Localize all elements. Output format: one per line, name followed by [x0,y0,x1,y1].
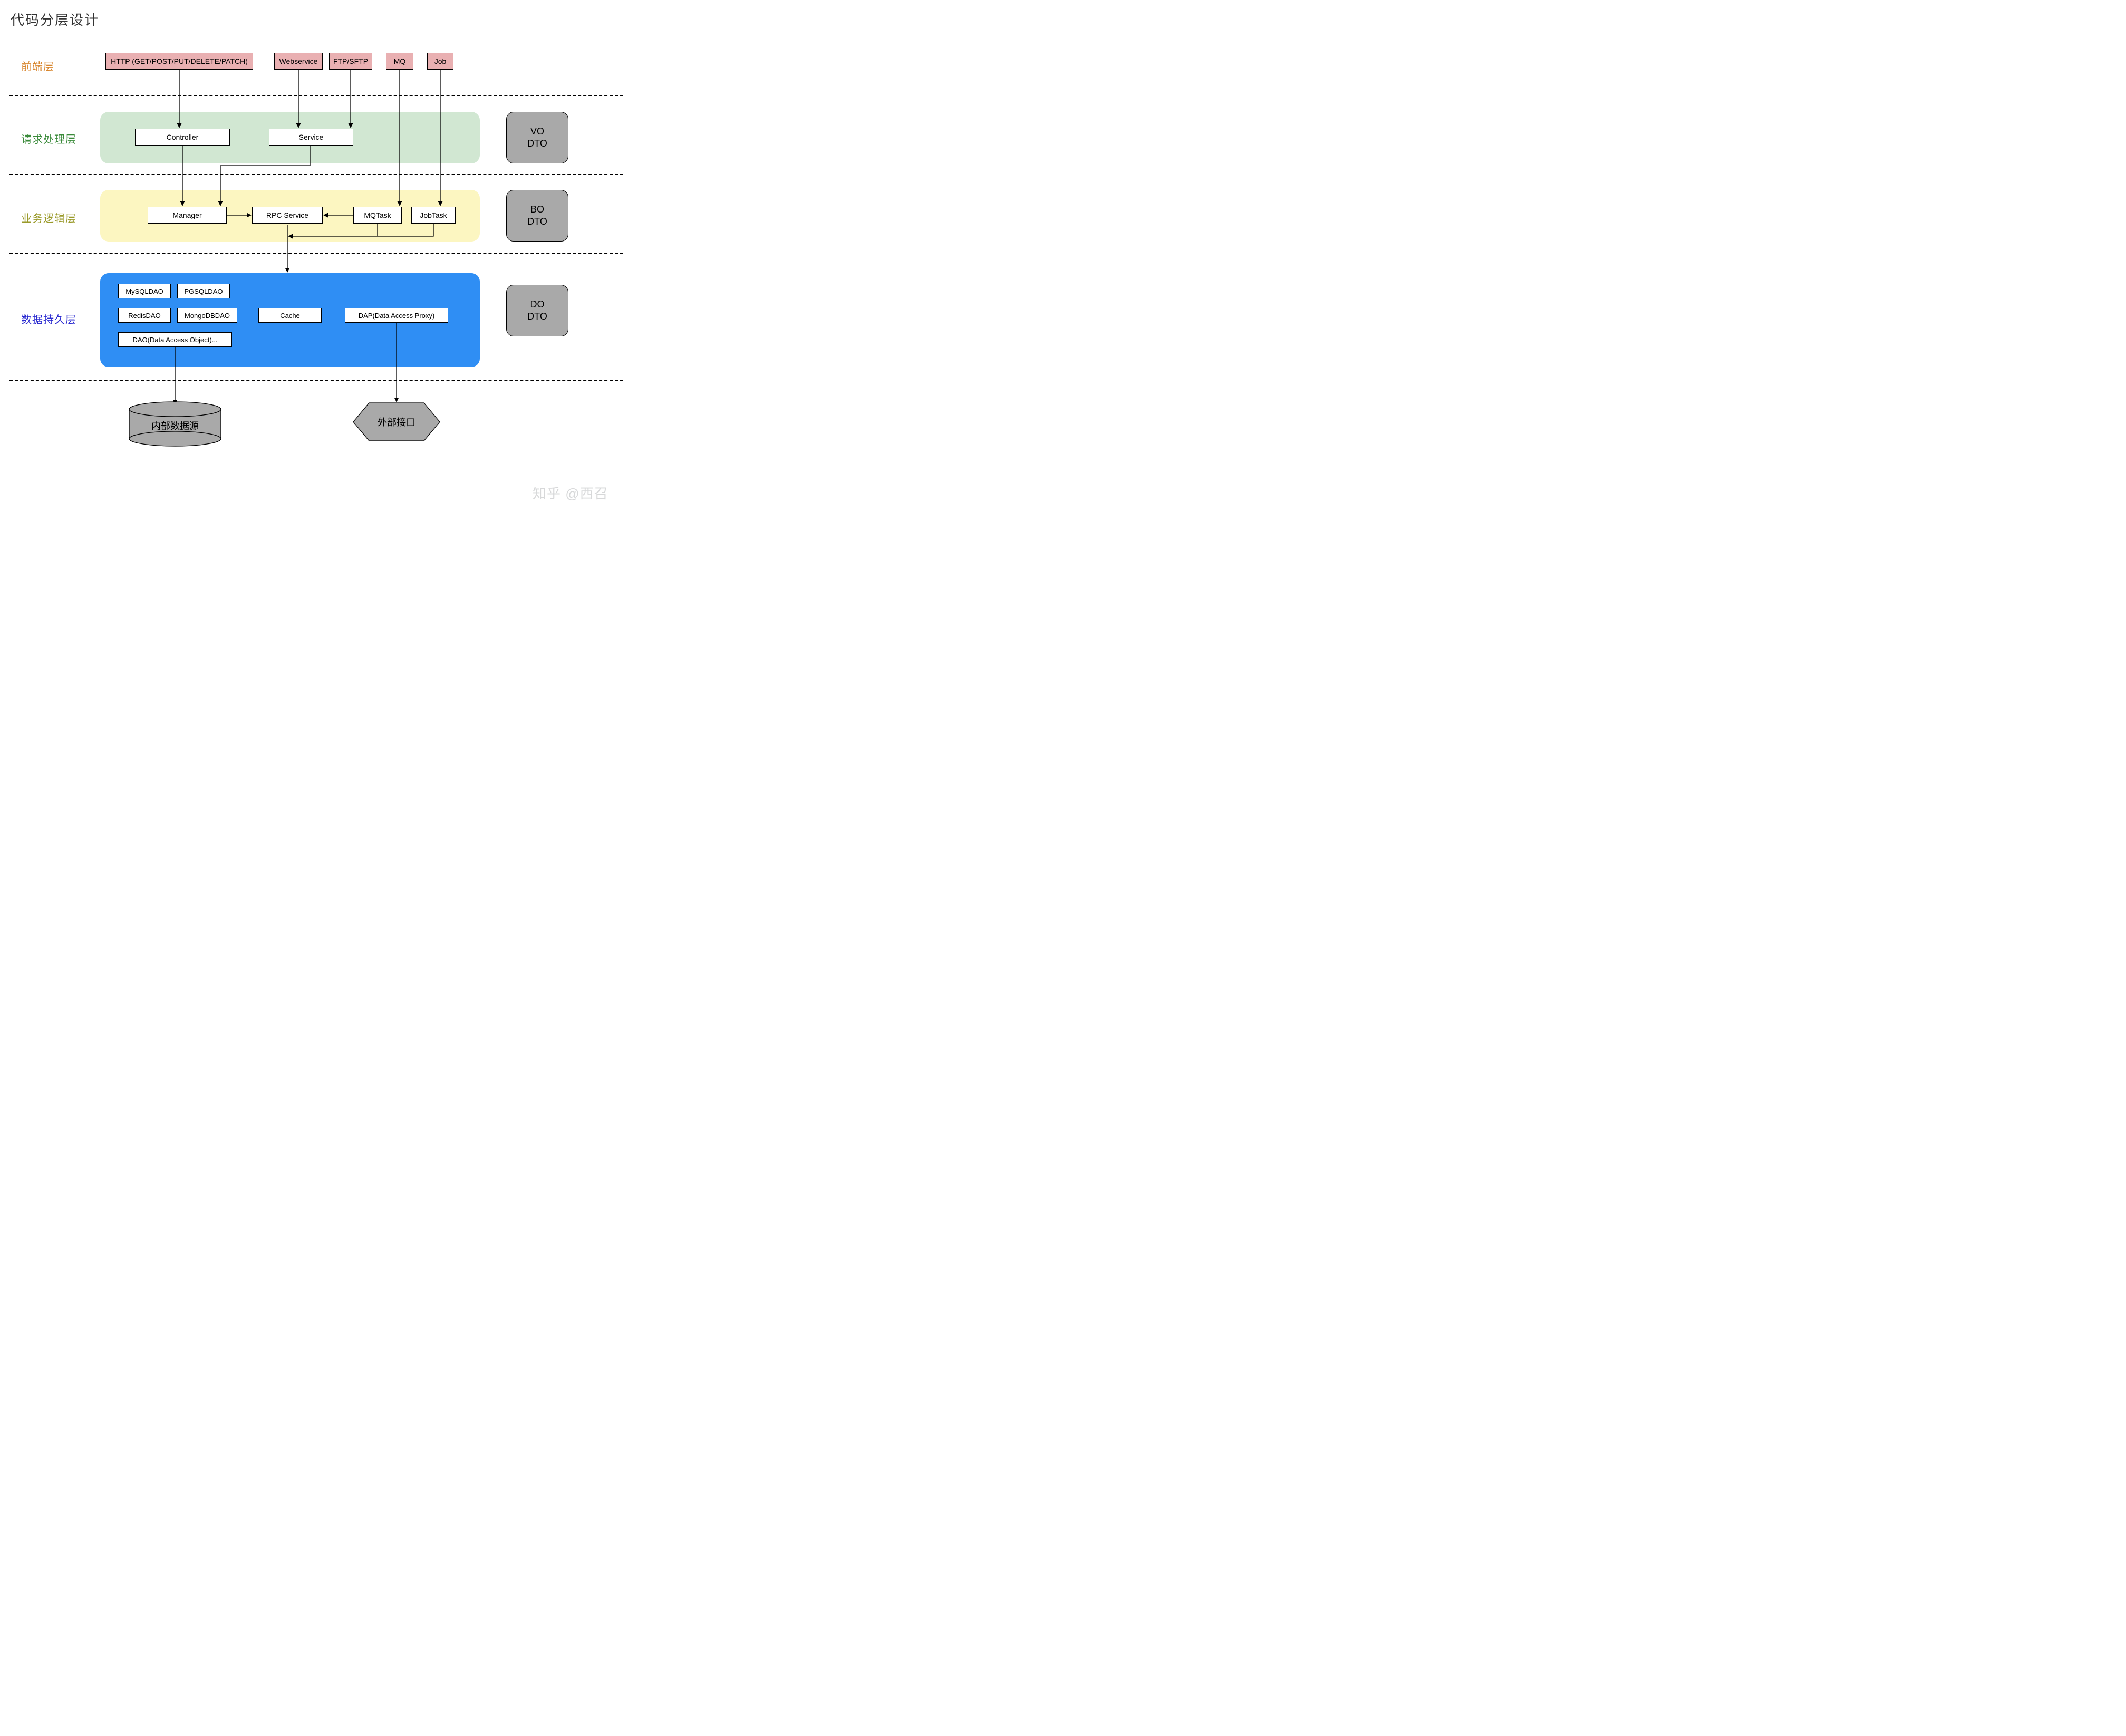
node-jobtask: JobTask [411,207,456,224]
svg-text:外部接口: 外部接口 [378,417,415,428]
diagram-canvas: 代码分层设计 前端层 请求处理层 业务逻辑层 数据持久层 VO DTO BO D… [0,0,633,517]
node-webservice: Webservice [274,53,323,70]
node-http: HTTP (GET/POST/PUT/DELETE/PATCH) [105,53,253,70]
label-business: 业务逻辑层 [21,210,76,225]
sidebox-vo-l2: DTO [527,138,547,150]
watermark: 知乎 @西召 [533,483,608,503]
label-data: 数据持久层 [21,311,76,326]
node-manager: Manager [148,207,227,224]
sep-4 [9,380,623,381]
label-request: 请求处理层 [21,131,76,146]
sidebox-bo-l1: BO [530,204,544,216]
node-mq: MQ [386,53,413,70]
sep-3 [9,253,623,254]
node-service: Service [269,129,353,146]
sidebox-vo-l1: VO [530,126,544,138]
node-mysql: MySQLDAO [118,284,171,298]
sidebox-do-l1: DO [530,298,545,311]
node-mqtask: MQTask [353,207,402,224]
node-rpc: RPC Service [252,207,323,224]
arrows-layer: 内部数据源 外部接口 [0,0,633,517]
node-controller: Controller [135,129,230,146]
node-redis: RedisDAO [118,308,171,323]
sep-1 [9,95,623,96]
node-mongo: MongoDBDAO [177,308,237,323]
node-ftp: FTP/SFTP [329,53,372,70]
label-frontend: 前端层 [21,58,54,73]
node-pgsql: PGSQLDAO [177,284,230,298]
svg-text:内部数据源: 内部数据源 [151,421,199,431]
sidebox-bo-l2: DTO [527,216,547,228]
sidebox-vo: VO DTO [506,112,568,163]
node-dap: DAP(Data Access Proxy) [345,308,448,323]
node-cache: Cache [258,308,322,323]
node-dao: DAO(Data Access Object)... [118,332,232,347]
sidebox-bo: BO DTO [506,190,568,242]
sep-2 [9,174,623,175]
cylinder-internal-datasource: 内部数据源 [129,402,221,446]
hexagon-external-interface: 外部接口 [353,403,440,441]
sidebox-do: DO DTO [506,285,568,336]
sidebox-do-l2: DTO [527,311,547,323]
node-job: Job [427,53,453,70]
diagram-title: 代码分层设计 [11,9,99,29]
